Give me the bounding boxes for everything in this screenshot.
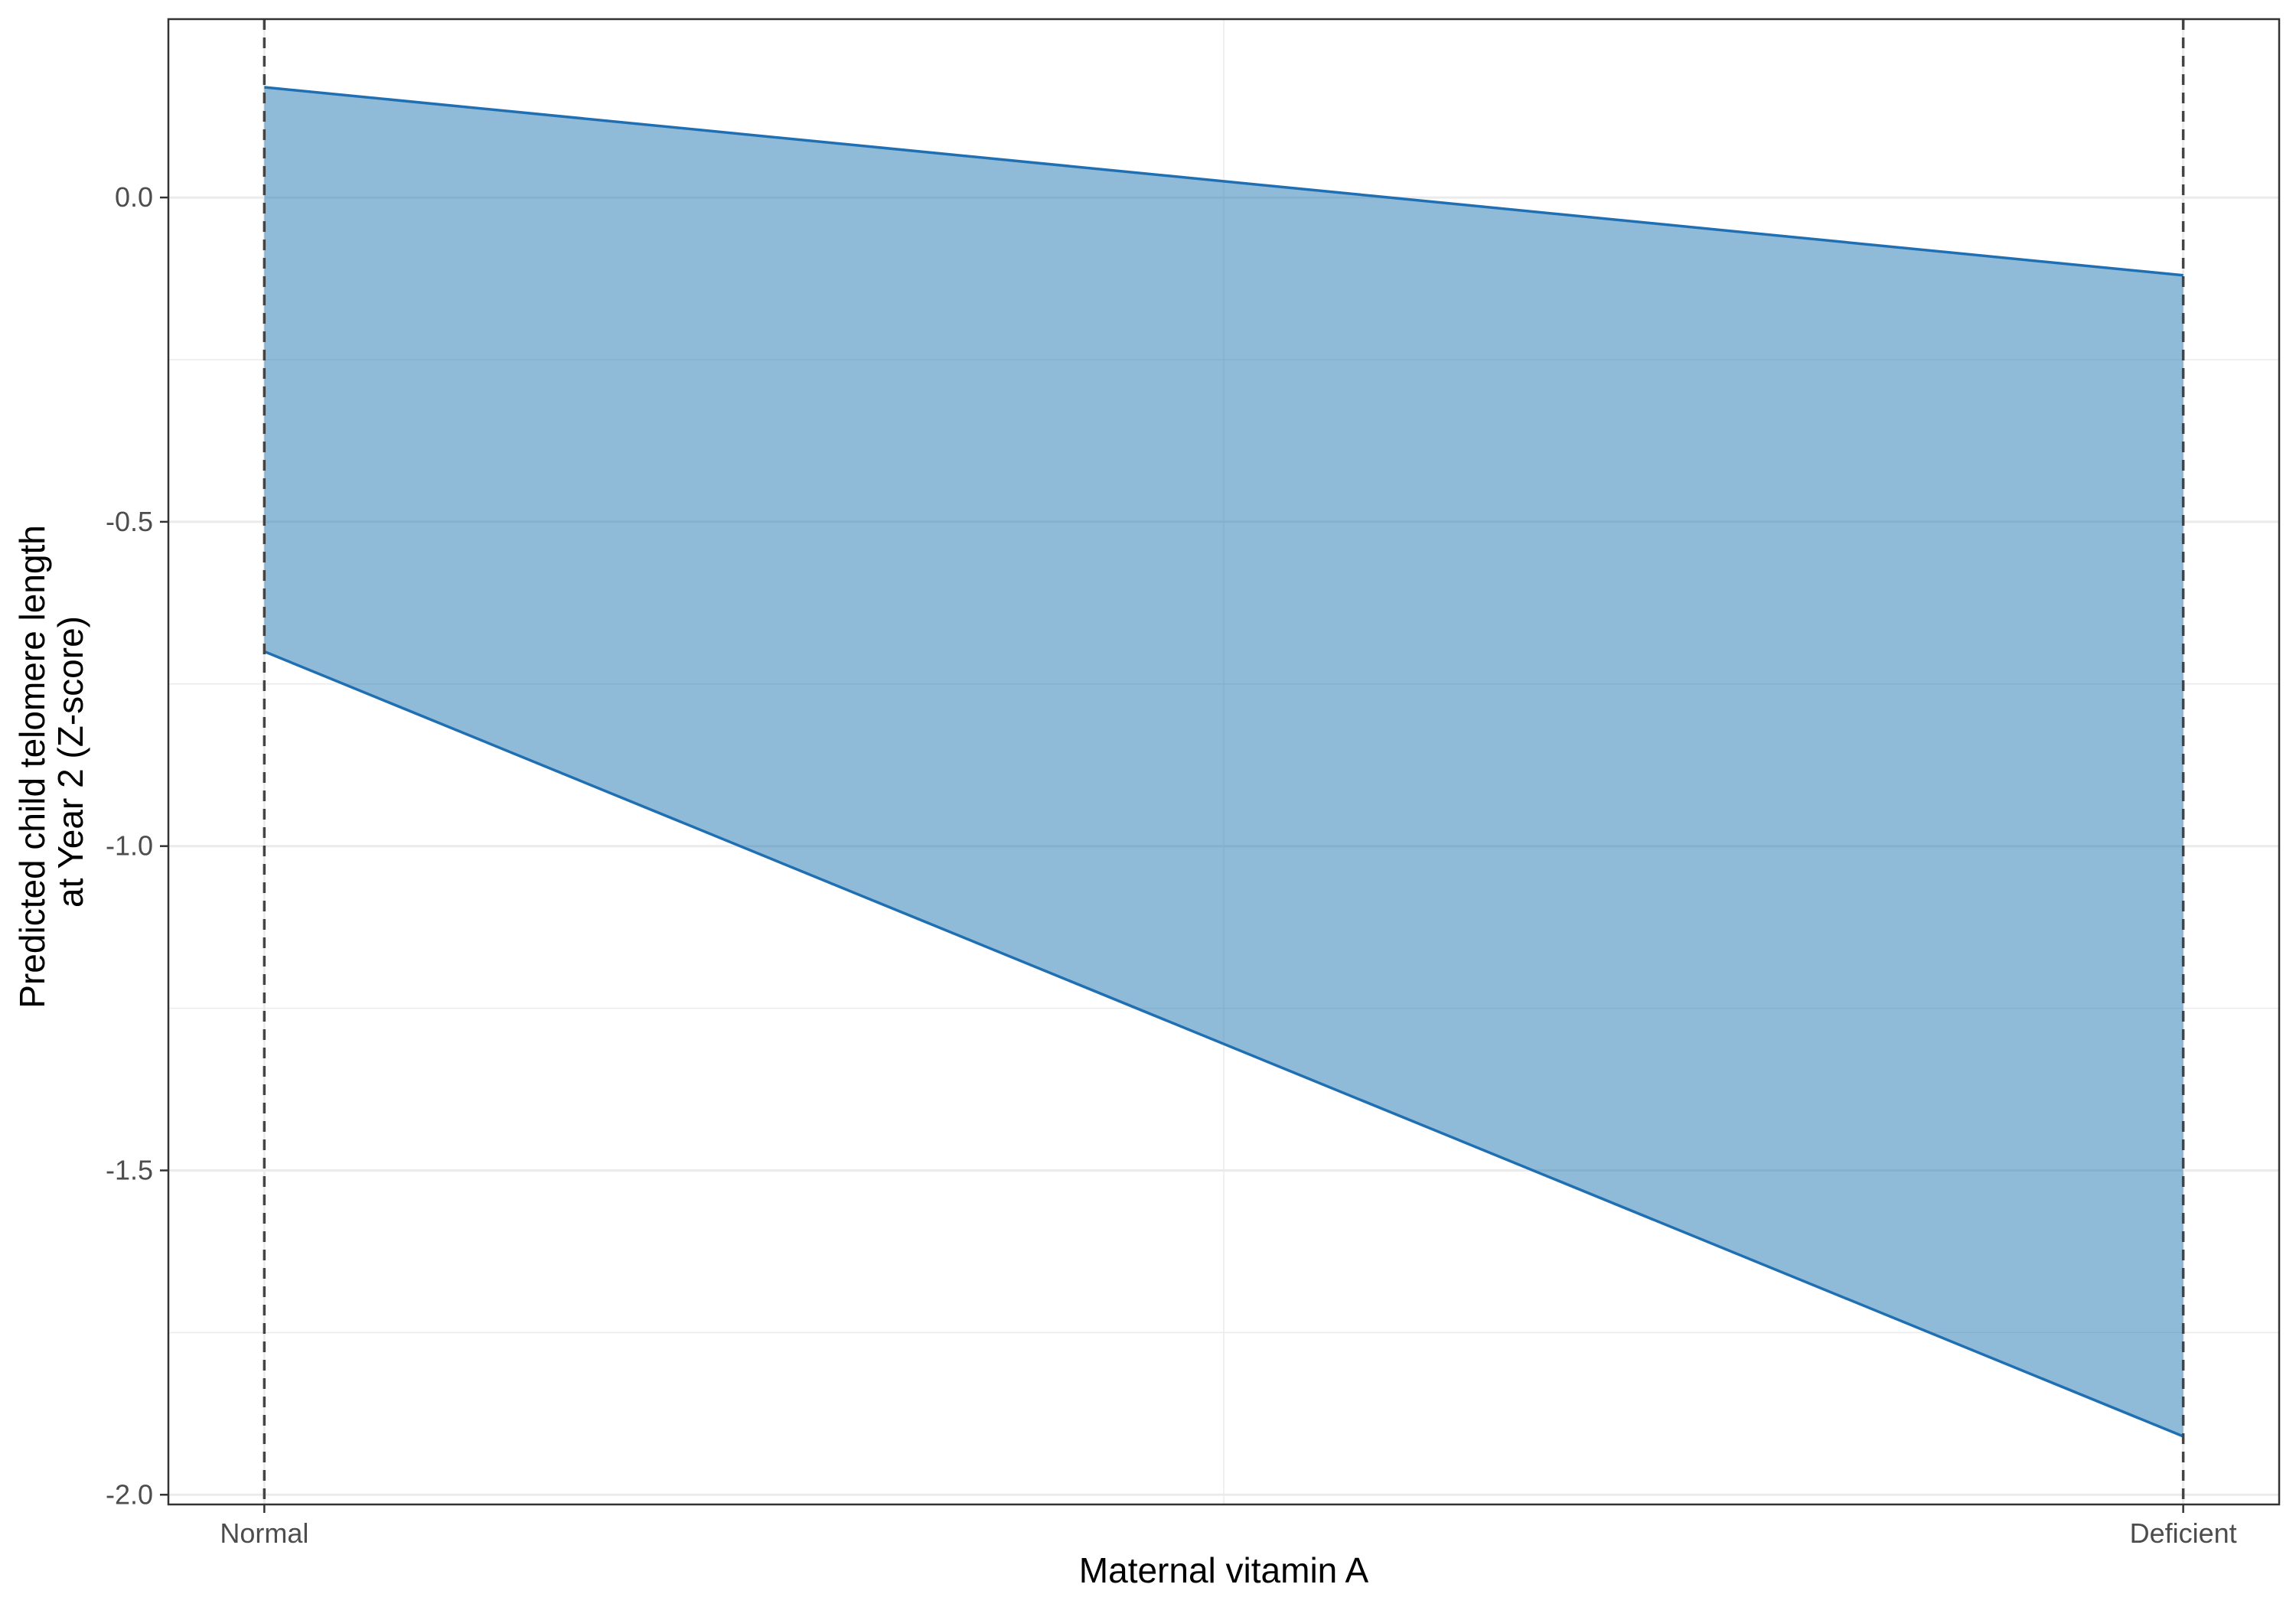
y-axis-title-line-2: at Year 2 (Z-score) [51, 616, 90, 908]
y-tick-label: 0.0 [115, 181, 153, 213]
upper-bound-line [264, 86, 2183, 277]
y-tick-label: -1.0 [106, 830, 153, 862]
y-axis-title: Predicted child telomere length at Year … [12, 515, 90, 1008]
y-axis-title-line-1: Predicted child telomere length [12, 525, 52, 1009]
y-tick-label: -2.0 [106, 1478, 153, 1510]
x-tick-label-deficient: Deficient [2130, 1517, 2237, 1549]
y-tick-label: -0.5 [106, 506, 153, 537]
axis-ticks: 0.0 -0.5 -1.0 -1.5 -2.0 Normal Deficient [106, 181, 2237, 1549]
y-tick-label: -1.5 [106, 1154, 153, 1185]
x-tick-label-normal: Normal [220, 1517, 308, 1549]
plot-frame [167, 18, 2281, 1506]
reference-lines [263, 19, 2185, 1504]
confidence-ribbon [264, 86, 2183, 1437]
lower-bound-line [263, 650, 2184, 1438]
x-axis-title: Maternal vitamin A [1079, 1550, 1369, 1590]
